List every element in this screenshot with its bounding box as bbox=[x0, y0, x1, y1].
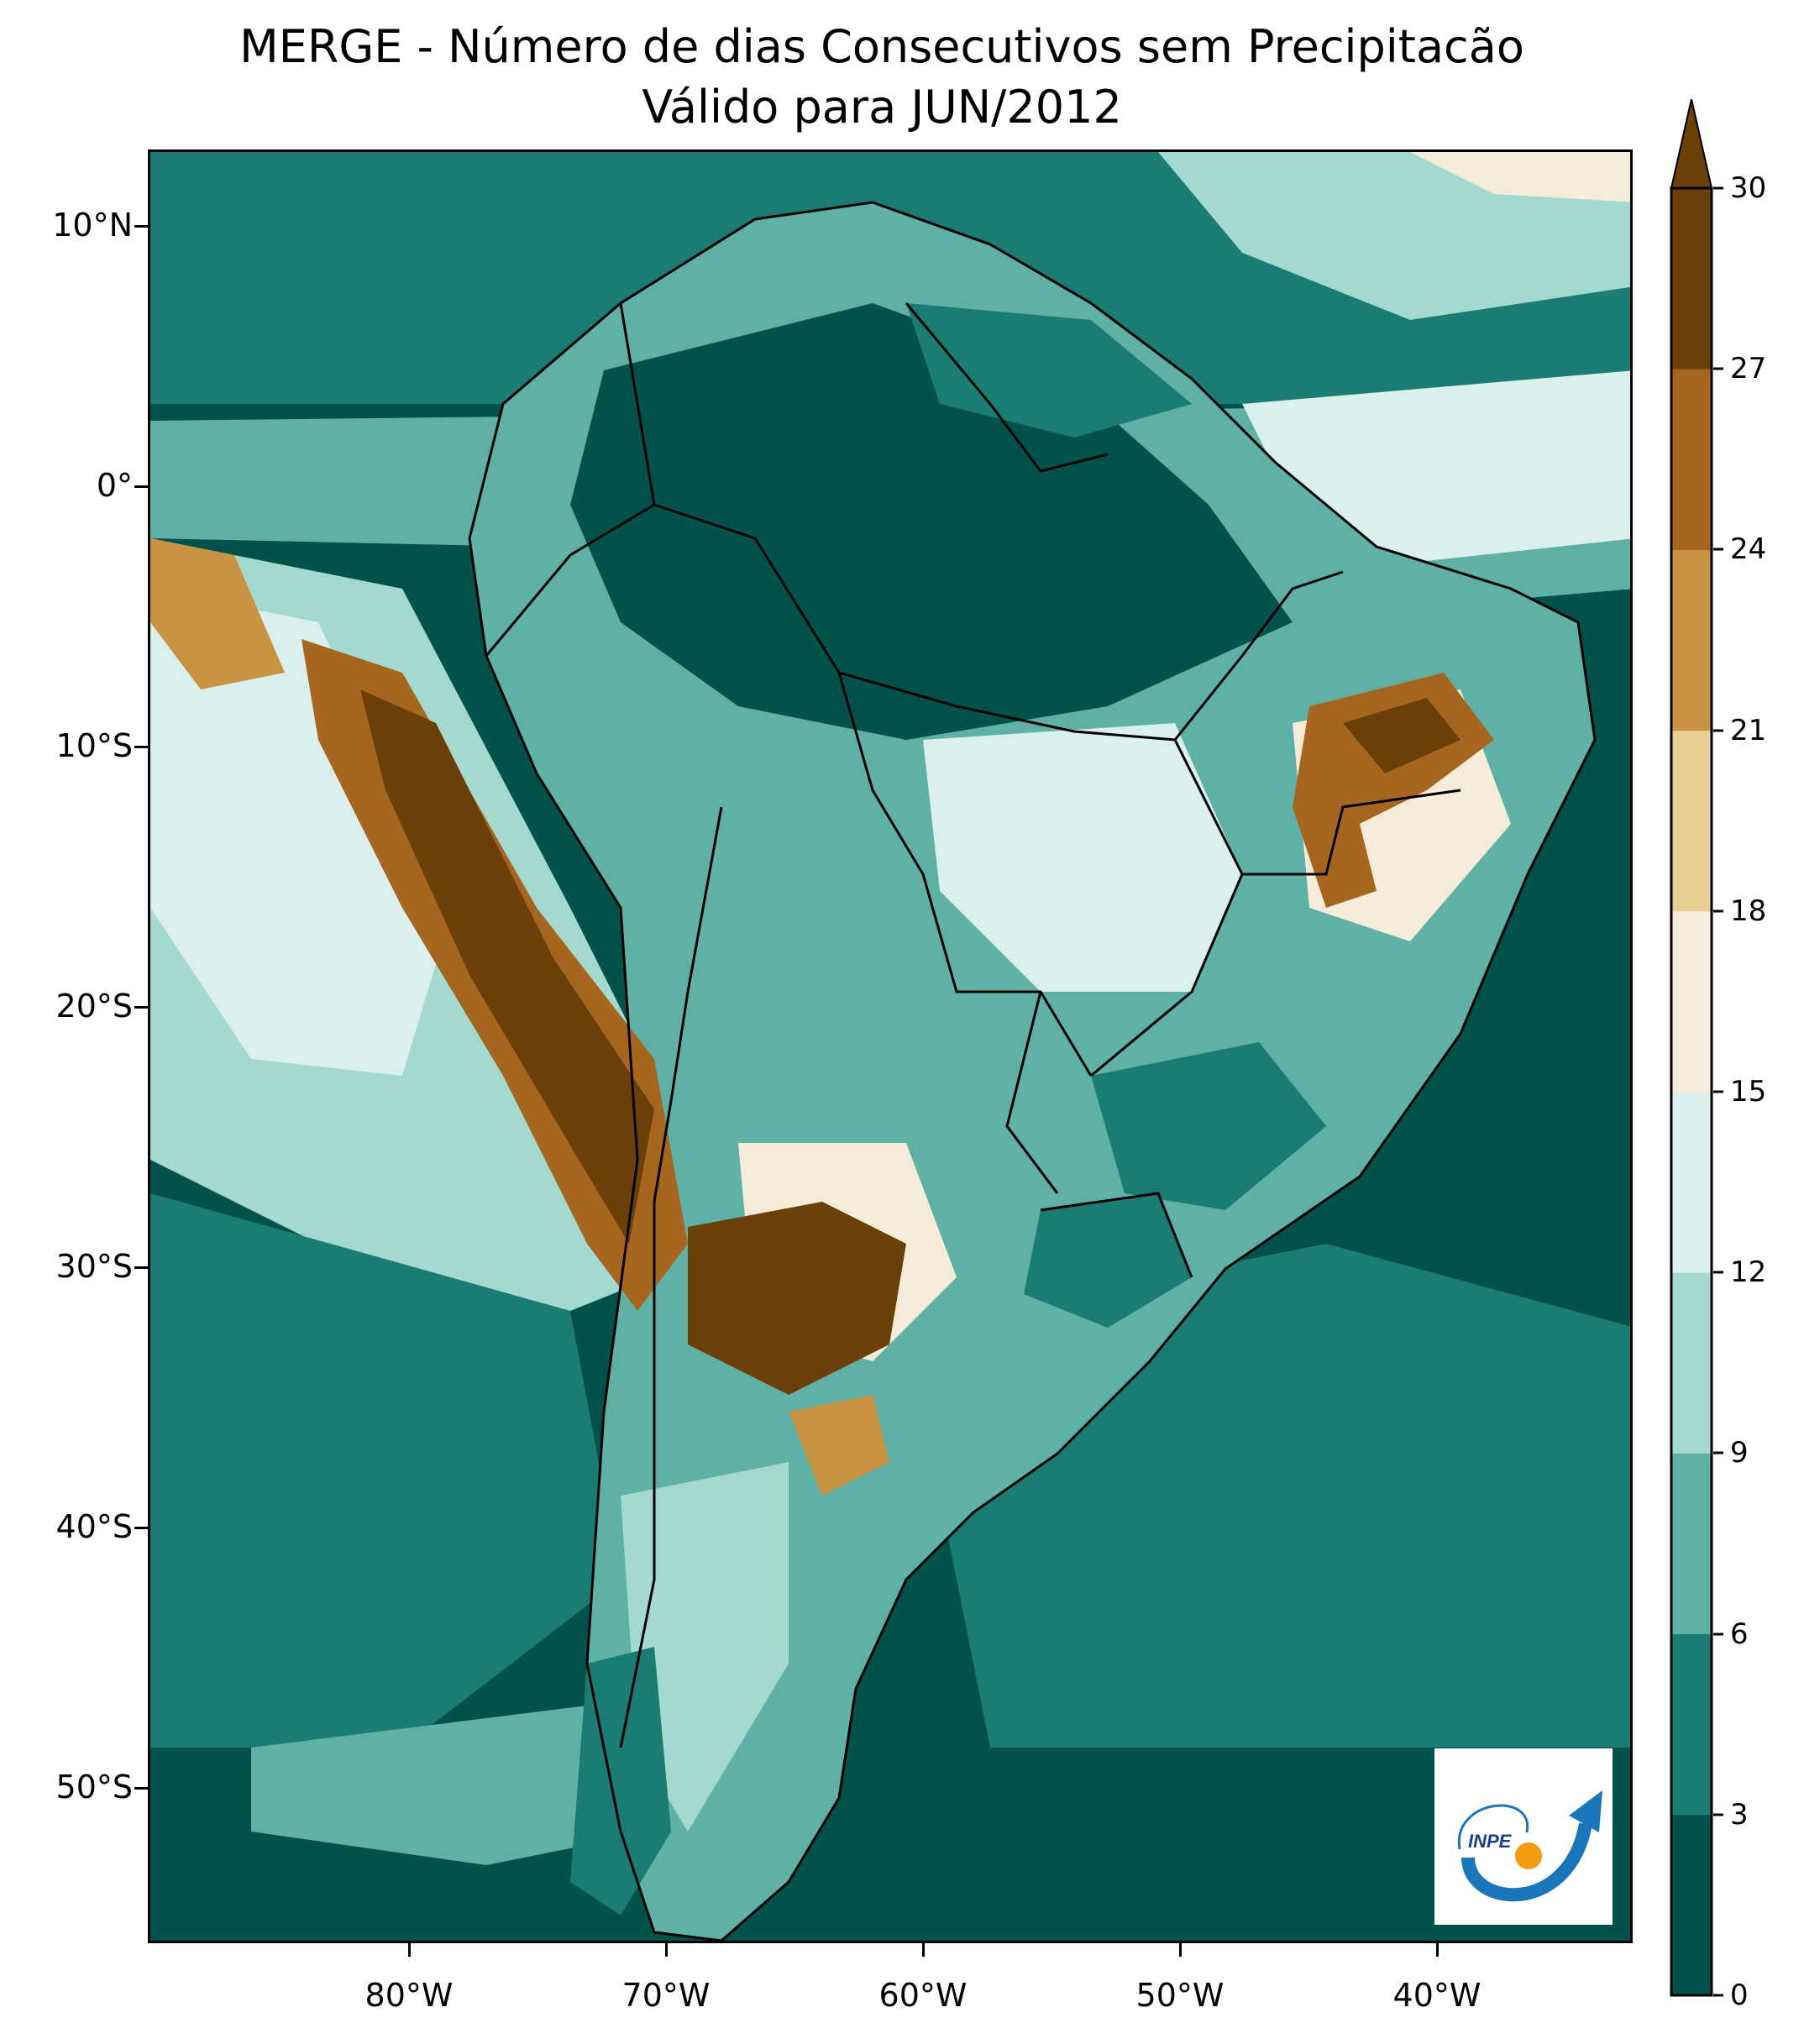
colorbar-tick-label: 0 bbox=[1730, 1978, 1749, 2012]
y-tick-label: 40°S bbox=[55, 1508, 133, 1545]
colorbar-tickmark bbox=[1713, 1633, 1723, 1636]
colorbar-segments bbox=[1671, 188, 1712, 1996]
southeast-dark bbox=[1091, 1042, 1326, 1210]
guiana-dark bbox=[906, 303, 1192, 438]
colorbar-tickmark bbox=[1713, 1090, 1723, 1093]
y-tickmark bbox=[134, 225, 148, 228]
x-tick-label: 60°W bbox=[878, 1977, 968, 2014]
colorbar-tick-label: 30 bbox=[1730, 171, 1767, 205]
argentina-tan bbox=[789, 1395, 889, 1496]
colorbar-tick-label: 27 bbox=[1730, 352, 1767, 386]
colorbar-tickmark bbox=[1713, 1994, 1723, 1997]
colorbar-frame bbox=[1670, 186, 1713, 1997]
y-tick-label: 50°S bbox=[55, 1769, 133, 1806]
x-tick-label: 70°W bbox=[621, 1977, 711, 2014]
colorbar-segment bbox=[1671, 910, 1712, 1093]
colorbar-tickmark bbox=[1713, 367, 1723, 370]
amazon-dark bbox=[570, 303, 1293, 740]
y-tick-label: 0° bbox=[96, 467, 133, 504]
colorbar-segment bbox=[1671, 1453, 1712, 1635]
x-tickmark bbox=[1436, 1943, 1439, 1957]
map-title-line1: MERGE - Número de dias Consecutivos sem … bbox=[239, 20, 1524, 73]
colorbar-segment bbox=[1671, 1272, 1712, 1454]
x-tick-label: 40°W bbox=[1392, 1977, 1481, 2014]
colorbar-tickmark bbox=[1713, 909, 1723, 913]
logo-orbit bbox=[1457, 1804, 1529, 1850]
y-tickmark bbox=[134, 1006, 148, 1009]
colorbar-tickmark bbox=[1713, 1451, 1723, 1454]
colorbar bbox=[1670, 99, 1713, 1997]
north-atlantic-cream bbox=[1410, 152, 1630, 202]
colorbar-segment bbox=[1671, 1814, 1712, 1996]
colorbar-segment bbox=[1671, 1633, 1712, 1816]
colorbar-tick-label: 9 bbox=[1730, 1436, 1749, 1470]
colorbar-tick-label: 12 bbox=[1730, 1255, 1767, 1290]
y-tickmark bbox=[134, 746, 148, 748]
y-tick-label: 20°S bbox=[55, 988, 133, 1025]
country-borders bbox=[468, 201, 1597, 1941]
logo-arrow-head bbox=[1569, 1790, 1602, 1832]
y-tickmark bbox=[134, 485, 148, 488]
y-tickmark bbox=[134, 1787, 148, 1790]
colorbar-tick-label: 15 bbox=[1730, 1075, 1767, 1108]
colorbar-tick-label: 18 bbox=[1730, 894, 1767, 928]
colorbar-tickmark bbox=[1713, 1271, 1723, 1274]
colorbar-segment bbox=[1671, 730, 1712, 912]
colorbar-segment bbox=[1671, 1092, 1712, 1273]
y-tickmark bbox=[134, 1527, 148, 1529]
south-dark bbox=[1024, 1193, 1192, 1328]
colorbar-extend-arrow bbox=[1670, 99, 1713, 189]
map-title-line2: Válido para JUN/2012 bbox=[642, 81, 1122, 134]
y-tick-label: 30°S bbox=[55, 1248, 133, 1285]
patagonia-dark bbox=[570, 1647, 671, 1916]
x-tickmark bbox=[665, 1943, 668, 1957]
argentina-brown bbox=[688, 1202, 906, 1395]
colorbar-tickmark bbox=[1713, 548, 1723, 551]
inpe-logo: INPE bbox=[1434, 1748, 1613, 1925]
colorbar-segment bbox=[1671, 188, 1712, 369]
y-tick-label: 10°S bbox=[55, 727, 133, 764]
x-tick-label: 50°W bbox=[1135, 1977, 1225, 2014]
pacific-tan-patches bbox=[150, 538, 285, 689]
x-tickmark bbox=[408, 1943, 411, 1957]
colorbar-tickmark bbox=[1713, 729, 1723, 732]
x-tickmark bbox=[1179, 1943, 1182, 1957]
northeast-dark-brown bbox=[1343, 698, 1461, 773]
precipitation-map bbox=[148, 149, 1633, 1943]
y-tick-label: 10°N bbox=[52, 207, 133, 244]
pacific-mid-zone bbox=[150, 1193, 621, 1748]
andes-dark-brown bbox=[360, 689, 654, 1244]
logo-swoosh bbox=[1461, 1822, 1592, 1902]
y-tickmark bbox=[134, 1266, 148, 1269]
colorbar-tick-label: 6 bbox=[1730, 1617, 1749, 1651]
colorbar-segment bbox=[1671, 549, 1712, 731]
colorbar-tick-label: 24 bbox=[1730, 532, 1767, 567]
x-tick-label: 80°W bbox=[364, 1977, 454, 2014]
logo-sun bbox=[1515, 1842, 1542, 1869]
central-brazil-light bbox=[923, 723, 1242, 992]
colorbar-tickmark bbox=[1713, 1813, 1723, 1816]
map-canvas bbox=[150, 152, 1630, 1941]
colorbar-tick-label: 3 bbox=[1730, 1797, 1749, 1832]
x-tickmark bbox=[922, 1943, 925, 1957]
inpe-logo-graphic: INPE bbox=[1457, 1790, 1602, 1902]
colorbar-tick-label: 21 bbox=[1730, 713, 1767, 747]
colorbar-segment bbox=[1671, 369, 1712, 550]
logo-text: INPE bbox=[1468, 1831, 1513, 1852]
colorbar-tickmark bbox=[1713, 186, 1723, 190]
pacific-cream-zone bbox=[150, 589, 453, 1076]
